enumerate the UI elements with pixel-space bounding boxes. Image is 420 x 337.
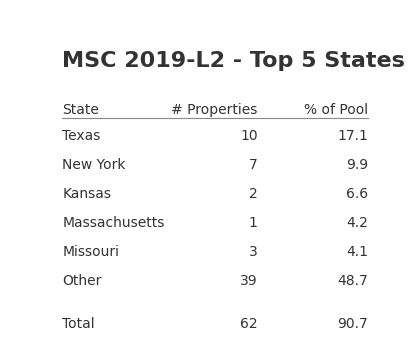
Text: 6.6: 6.6 (346, 187, 368, 201)
Text: Total: Total (62, 317, 95, 331)
Text: 62: 62 (240, 317, 257, 331)
Text: MSC 2019-L2 - Top 5 States: MSC 2019-L2 - Top 5 States (62, 51, 405, 71)
Text: Other: Other (62, 274, 102, 288)
Text: 48.7: 48.7 (338, 274, 368, 288)
Text: # Properties: # Properties (171, 103, 257, 117)
Text: 3: 3 (249, 245, 257, 259)
Text: 4.1: 4.1 (346, 245, 368, 259)
Text: 90.7: 90.7 (338, 317, 368, 331)
Text: 2: 2 (249, 187, 257, 201)
Text: Massachusetts: Massachusetts (62, 216, 165, 230)
Text: 39: 39 (240, 274, 257, 288)
Text: Texas: Texas (62, 129, 101, 143)
Text: New York: New York (62, 158, 126, 172)
Text: 7: 7 (249, 158, 257, 172)
Text: Kansas: Kansas (62, 187, 111, 201)
Text: 1: 1 (249, 216, 257, 230)
Text: Missouri: Missouri (62, 245, 119, 259)
Text: 17.1: 17.1 (337, 129, 368, 143)
Text: 9.9: 9.9 (346, 158, 368, 172)
Text: 10: 10 (240, 129, 257, 143)
Text: % of Pool: % of Pool (304, 103, 368, 117)
Text: State: State (62, 103, 99, 117)
Text: 4.2: 4.2 (346, 216, 368, 230)
